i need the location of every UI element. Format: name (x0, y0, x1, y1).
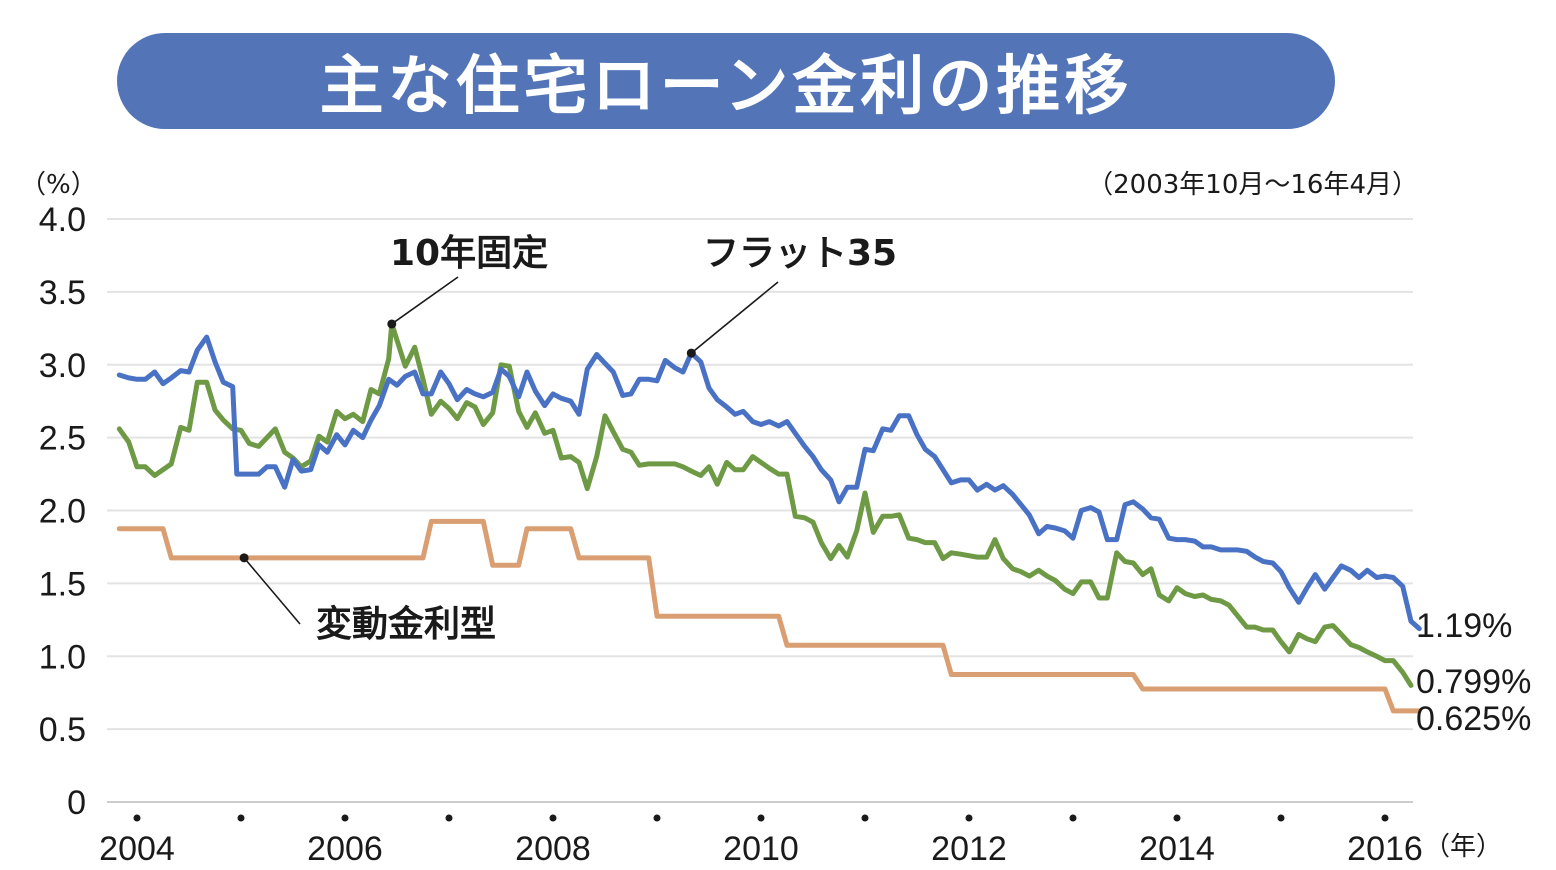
callout-dot (686, 348, 696, 358)
x-tick-label: 2006 (307, 830, 383, 868)
series-label: フラット35 (703, 233, 897, 274)
callout-leader (243, 557, 301, 625)
chart-title: 主な住宅ローン金利の推移 (319, 49, 1133, 124)
x-tick-label: 2008 (515, 830, 591, 868)
title-banner: 主な住宅ローン金利の推移 (117, 33, 1335, 129)
chart-subtitle: （2003年10月〜16年4月） (1087, 170, 1418, 200)
x-tick-label: 2016 (1347, 830, 1423, 868)
x-axis-ticks: 2004 2006 2008 2010 2012 2014 2016 (99, 814, 1423, 868)
series-end-label: 0.625% (1416, 700, 1531, 738)
x-tick-dot (549, 814, 557, 822)
x-tick-dot (965, 814, 973, 822)
x-tick-label: 2004 (99, 830, 175, 868)
grid-lines (107, 218, 1413, 803)
y-axis-ticks: 0 0.5 1.0 1.5 2.0 2.5 3.0 3.5 4.0 (39, 201, 86, 822)
series-label: 変動金利型 (316, 603, 496, 645)
y-tick-label: 4.0 (39, 201, 86, 239)
series-line (116, 334, 1422, 632)
x-tick-dot (133, 814, 141, 822)
series-end-label: 1.19% (1416, 607, 1512, 645)
y-tick-label: 1.5 (39, 565, 86, 603)
x-tick-dot (1069, 814, 1077, 822)
y-tick-label: 3.0 (39, 347, 86, 385)
x-tick-dot (237, 814, 245, 822)
series-line (116, 518, 1422, 714)
series-lines (116, 321, 1422, 714)
y-tick-label: 2.5 (39, 420, 86, 458)
callout-dot (239, 553, 249, 563)
y-tick-label: 2.0 (39, 493, 86, 531)
x-axis-unit: （年） (1424, 832, 1502, 862)
series-end-label: 0.799% (1416, 663, 1531, 701)
series-line (116, 321, 1414, 688)
end-labels: 1.19% 0.799%0.625% (1416, 607, 1531, 738)
x-tick-dot (757, 814, 765, 822)
y-tick-label: 0 (67, 784, 86, 822)
x-tick-dot (653, 814, 661, 822)
y-tick-label: 3.5 (39, 274, 86, 312)
x-tick-dot (445, 814, 453, 822)
x-tick-dot (1381, 814, 1389, 822)
callout-dot (387, 319, 397, 329)
x-tick-label: 2014 (1139, 830, 1215, 868)
y-axis-unit: （%） (20, 170, 97, 200)
x-tick-dot (1173, 814, 1181, 822)
x-tick-label: 2012 (931, 830, 1007, 868)
x-tick-label: 2010 (723, 830, 799, 868)
x-tick-dot (861, 814, 869, 822)
callout-leader (690, 281, 779, 354)
y-tick-label: 1.0 (39, 638, 86, 676)
x-tick-dot (1277, 814, 1285, 822)
callout-leader (391, 276, 459, 325)
x-tick-dot (341, 814, 349, 822)
y-tick-label: 0.5 (39, 711, 86, 749)
series-label: 10年固定 (390, 233, 548, 274)
